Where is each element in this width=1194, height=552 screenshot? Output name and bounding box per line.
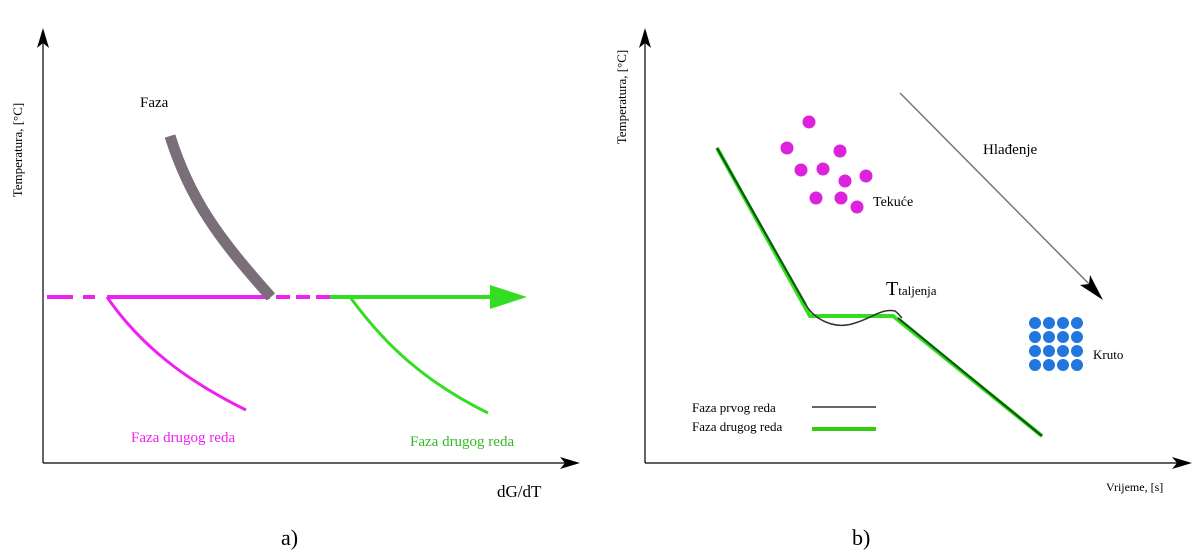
panel-b-cooling-arrowhead [1080, 275, 1103, 300]
panel-a-curve-label: Faza [140, 95, 169, 111]
solid-particle [1028, 316, 1042, 330]
solid-particle [1070, 316, 1084, 330]
panel-a-x-arrow [560, 457, 580, 469]
liquid-particle [833, 190, 849, 206]
panel-b-liquid-particles [779, 114, 874, 215]
panel-b-liquid-label: Tekuće [873, 195, 913, 210]
liquid-particle [808, 190, 824, 206]
panel-a-magenta-curve [105, 296, 247, 412]
panel-b-melting-label: Ttaljenja [886, 278, 937, 300]
solid-particle [1042, 358, 1056, 372]
melting-label-main: T [886, 278, 898, 300]
panel-b-y-label: Temperatura, [°C] [614, 50, 629, 145]
solid-particle [1070, 330, 1084, 344]
panel-a: Temperatura, [°C] dG/dT Faza Faza drugog… [10, 28, 580, 550]
panel-b-darkgreen-curve [716, 147, 1043, 437]
liquid-particle [832, 143, 848, 159]
panel-a-caption: a) [281, 525, 298, 550]
panel-b-caption: b) [852, 525, 870, 550]
panel-a-green-label: Faza drugog reda [410, 434, 514, 450]
solid-particle [1028, 344, 1042, 358]
liquid-particle [849, 199, 865, 215]
legend-label-second-order: Faza drugog reda [692, 419, 782, 434]
liquid-particle [837, 173, 853, 189]
panel-a-green-curve [348, 296, 489, 415]
solid-particle [1056, 344, 1070, 358]
liquid-particle [858, 168, 874, 184]
panel-b-solid-lattice [1028, 316, 1084, 372]
solid-particle [1056, 358, 1070, 372]
liquid-particle [779, 140, 795, 156]
panel-b: Faza prvog reda Faza drugog reda Tempera… [614, 28, 1192, 550]
solid-particle [1042, 330, 1056, 344]
solid-particle [1056, 316, 1070, 330]
panel-b-first-order-curve [805, 304, 903, 326]
liquid-particle [793, 162, 809, 178]
solid-particle [1042, 316, 1056, 330]
solid-particle [1028, 358, 1042, 372]
legend-label-first-order: Faza prvog reda [692, 400, 776, 415]
panel-a-x-label: dG/dT [497, 482, 542, 501]
panel-b-x-label: Vrijeme, [s] [1106, 480, 1163, 494]
solid-particle [1070, 344, 1084, 358]
solid-particle [1056, 330, 1070, 344]
panel-b-cooling-arrow [899, 92, 1096, 291]
panel-a-magenta-label: Faza drugog reda [131, 430, 235, 446]
panel-b-legend: Faza prvog reda Faza drugog reda [692, 400, 876, 434]
liquid-particle [801, 114, 817, 130]
panel-b-cooling-label: Hlađenje [983, 142, 1037, 158]
panel-b-solid-label: Kruto [1093, 347, 1123, 362]
panel-b-x-arrow [1172, 457, 1192, 469]
panel-b-green-curve [715, 147, 1044, 438]
panel-b-y-arrow [639, 28, 651, 48]
solid-particle [1042, 344, 1056, 358]
panel-a-green-arrow [490, 285, 527, 309]
solid-particle [1070, 358, 1084, 372]
solid-particle [1028, 330, 1042, 344]
liquid-particle [815, 161, 831, 177]
panel-a-y-arrow [37, 28, 49, 48]
melting-label-sub: taljenja [898, 283, 936, 298]
panel-a-phase-curve [164, 134, 276, 301]
panel-a-y-label: Temperatura, [°C] [10, 103, 25, 198]
